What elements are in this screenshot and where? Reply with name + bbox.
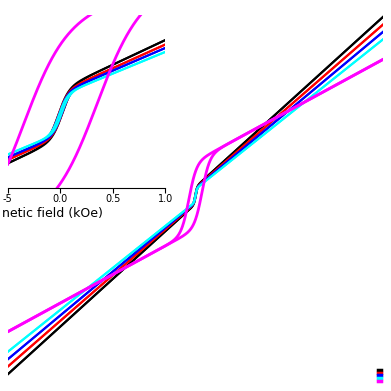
Legend: , , , , : , , , ,: [377, 369, 382, 382]
Text: netic field (kOe): netic field (kOe): [2, 207, 103, 220]
